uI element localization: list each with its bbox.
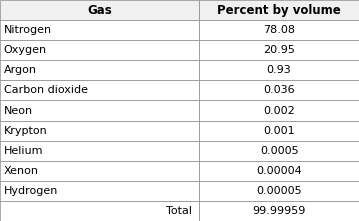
Bar (0, 20, 199, 40)
Text: 0.00005: 0.00005 (256, 186, 302, 196)
Text: Hydrogen: Hydrogen (4, 186, 58, 196)
Bar (199, 181, 359, 201)
Text: 0.002: 0.002 (263, 105, 295, 116)
Bar (0, 181, 199, 201)
Bar (0, 60, 199, 80)
Text: 0.93: 0.93 (267, 65, 292, 75)
Text: Xenon: Xenon (4, 166, 38, 176)
Text: 0.001: 0.001 (263, 126, 295, 136)
Text: 78.08: 78.08 (263, 25, 295, 35)
Bar (199, 40, 359, 60)
Bar (0, 141, 199, 161)
Bar (0, 40, 199, 60)
Bar (199, 20, 359, 40)
Text: Krypton: Krypton (4, 126, 47, 136)
Text: Neon: Neon (4, 105, 33, 116)
Text: Argon: Argon (4, 65, 37, 75)
Text: 0.0005: 0.0005 (260, 146, 298, 156)
Text: 0.036: 0.036 (263, 85, 295, 95)
Text: Percent by volume: Percent by volume (217, 4, 341, 17)
Text: Carbon dioxide: Carbon dioxide (4, 85, 88, 95)
Bar (199, 120, 359, 141)
Text: 0.00004: 0.00004 (256, 166, 302, 176)
Bar (199, 141, 359, 161)
Bar (199, 60, 359, 80)
Bar (199, 161, 359, 181)
Text: Helium: Helium (4, 146, 43, 156)
Bar (199, 80, 359, 101)
Bar (0, 101, 199, 120)
Text: Oxygen: Oxygen (4, 45, 47, 55)
Text: 20.95: 20.95 (263, 45, 295, 55)
Bar (0, 120, 199, 141)
Text: 99.99959: 99.99959 (252, 206, 306, 216)
Bar (0, 201, 199, 221)
Text: Gas: Gas (87, 4, 112, 17)
Bar (199, 101, 359, 120)
Bar (0, 0, 199, 20)
Text: Nitrogen: Nitrogen (4, 25, 52, 35)
Bar (199, 201, 359, 221)
Bar (0, 80, 199, 101)
Text: Total: Total (166, 206, 192, 216)
Bar (0, 161, 199, 181)
Bar (199, 0, 359, 20)
